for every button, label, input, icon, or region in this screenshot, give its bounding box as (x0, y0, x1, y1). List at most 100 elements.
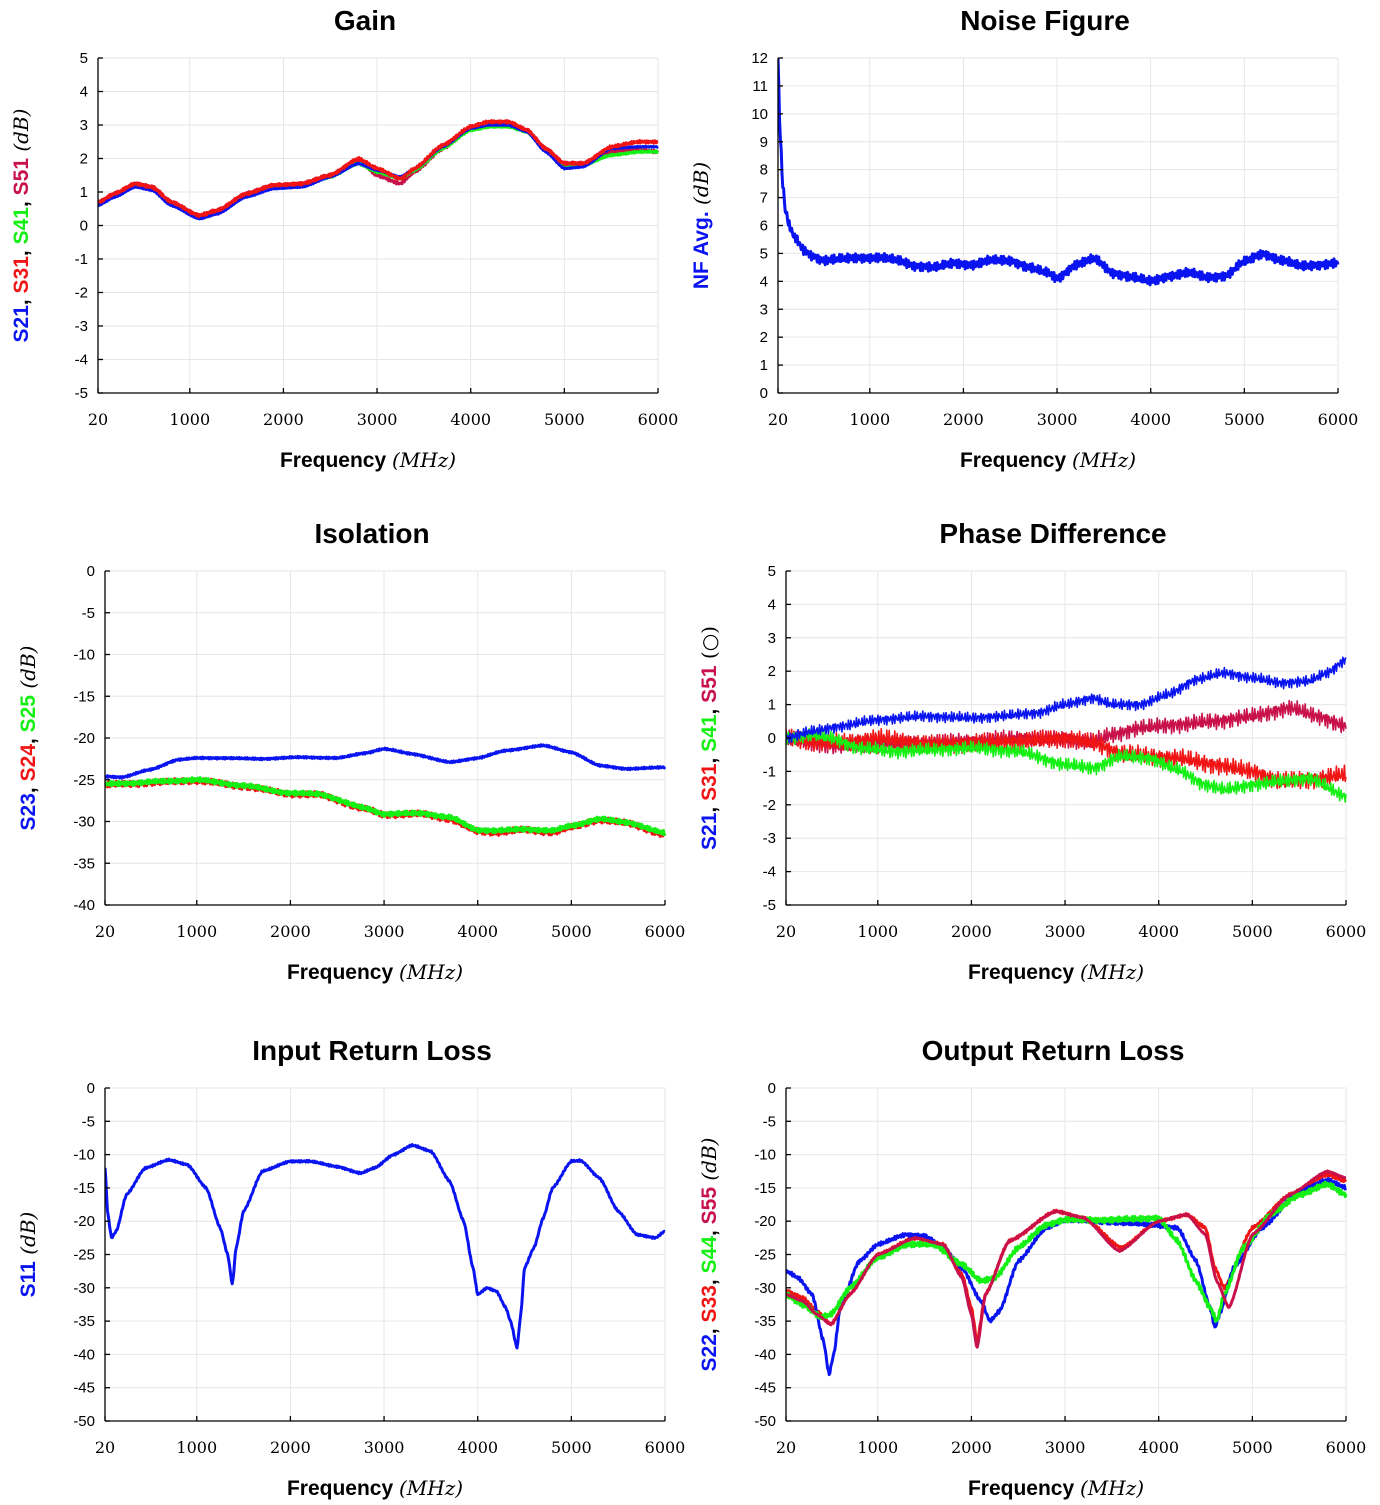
y-axis-label: S11 (dB) (16, 1212, 40, 1298)
x-axis-label: Frequency (MHz) (287, 1476, 463, 1500)
y-tick-label: 0 (760, 385, 768, 402)
y-tick-label: -25 (73, 772, 95, 789)
y-tick-label: -15 (73, 1180, 95, 1197)
y-axis-label: S23, S24, S25 (dB) (16, 646, 40, 831)
x-axis-label: Frequency (MHz) (287, 960, 463, 984)
x-tick-label: 6000 (645, 922, 686, 941)
x-tick-label: 3000 (364, 1438, 405, 1457)
x-tick-label: 6000 (1318, 410, 1359, 429)
y-tick-label: 5 (80, 50, 88, 67)
y-tick-label: 9 (760, 134, 768, 151)
series-line-blue (786, 656, 1347, 744)
chart-title: Output Return Loss (922, 1035, 1185, 1066)
x-tick-label: 20 (768, 410, 788, 429)
x-tick-label: 2000 (951, 1438, 992, 1457)
y-tick-label: -4 (75, 352, 88, 369)
x-axis-label: Frequency (MHz) (968, 960, 1144, 984)
chart-nf: 20 1000 2000 3000 4000 5000 600012111098765432… (689, 5, 1358, 472)
y-tick-label: 0 (768, 1080, 776, 1097)
y-tick-label: -5 (82, 605, 95, 622)
chart-iso: 20 1000 2000 3000 4000 5000 6000 0 -5 -10 -15 -20 -2… (16, 518, 685, 984)
series-line-red (105, 777, 667, 838)
x-tick-label: 5000 (551, 922, 592, 941)
x-tick-label: 1000 (849, 410, 890, 429)
y-tick-label: -30 (73, 814, 95, 831)
y-tick-label: -10 (73, 647, 95, 664)
y-tick-label: -25 (754, 1247, 776, 1264)
series-line-blue (786, 1177, 1347, 1377)
x-tick-label: 2000 (263, 410, 304, 429)
y-tick-label: -50 (754, 1413, 776, 1430)
y-tick-label: 4 (760, 273, 768, 290)
y-tick-label: -40 (754, 1346, 776, 1363)
x-axis-label: Frequency (MHz) (280, 448, 456, 472)
y-tick-label: -50 (73, 1413, 95, 1430)
y-tick-label: -35 (73, 855, 95, 872)
series-line-green (786, 727, 1347, 803)
y-tick-label: -30 (73, 1280, 95, 1297)
x-tick-label: 5000 (551, 1438, 592, 1457)
chart-title: Gain (334, 5, 396, 36)
y-tick-label: -2 (75, 285, 88, 302)
y-tick-label: 0 (768, 730, 776, 747)
x-tick-label: 1000 (169, 410, 210, 429)
x-tick-label: 6000 (1326, 1438, 1367, 1457)
y-tick-label: 10 (751, 106, 768, 123)
y-tick-label: 0 (80, 218, 88, 235)
x-tick-label: 3000 (1037, 410, 1078, 429)
y-tick-label: 1 (760, 357, 768, 374)
y-tick-label: -35 (754, 1313, 776, 1330)
y-tick-label: 4 (80, 84, 88, 101)
series-line-blue (105, 743, 667, 780)
series-line-red (786, 727, 1347, 790)
x-tick-label: 20 (88, 410, 108, 429)
x-tick-label: 3000 (1045, 1438, 1086, 1457)
x-tick-label: 4000 (1130, 410, 1171, 429)
y-tick-label: -25 (73, 1247, 95, 1264)
chart-gain: 20 1000 2000 3000 4000 5000 6000 5 4 3 2 1 0 -1 -2 -3 -4… (9, 5, 678, 472)
y-tick-label: 1 (768, 697, 776, 714)
y-tick-label: 4 (768, 596, 776, 613)
x-tick-label: 2000 (270, 1438, 311, 1457)
x-tick-label: 4000 (1138, 922, 1179, 941)
y-tick-label: 8 (760, 162, 768, 179)
chart-title: Input Return Loss (252, 1035, 492, 1066)
series-line-green (105, 776, 667, 837)
y-tick-label: -15 (73, 688, 95, 705)
y-tick-label: 2 (768, 663, 776, 680)
y-tick-label: 3 (760, 301, 768, 318)
chart-title: Noise Figure (960, 5, 1130, 36)
y-tick-label: -30 (754, 1280, 776, 1297)
x-axis-label: Frequency (MHz) (968, 1476, 1144, 1500)
y-tick-label: -20 (73, 730, 95, 747)
y-tick-label: 7 (760, 190, 768, 207)
y-tick-label: 5 (760, 245, 768, 262)
chart-title: Isolation (314, 518, 429, 549)
x-tick-label: 6000 (645, 1438, 686, 1457)
x-tick-label: 1000 (857, 922, 898, 941)
y-tick-label: -5 (75, 385, 88, 402)
y-tick-label: -45 (754, 1380, 776, 1397)
x-tick-label: 6000 (1326, 922, 1367, 941)
x-tick-label: 5000 (1232, 922, 1273, 941)
x-tick-label: 4000 (457, 1438, 498, 1457)
y-tick-label: -3 (763, 830, 776, 847)
y-axis-label: S21, S31, S41, S51 (dB) (9, 109, 33, 343)
y-tick-label: -35 (73, 1313, 95, 1330)
x-tick-label: 1000 (857, 1438, 898, 1457)
y-tick-label: -1 (763, 763, 776, 780)
y-tick-label: 12 (751, 50, 768, 67)
x-tick-label: 1000 (176, 922, 217, 941)
x-tick-label: 3000 (364, 922, 405, 941)
y-tick-label: -20 (754, 1213, 776, 1230)
y-tick-label: 1 (80, 184, 88, 201)
y-tick-label: 3 (768, 630, 776, 647)
x-tick-label: 5000 (1232, 1438, 1273, 1457)
x-tick-label: 3000 (1045, 922, 1086, 941)
y-tick-label: -3 (75, 318, 88, 335)
y-tick-label: -5 (763, 897, 776, 914)
y-tick-label: -4 (763, 864, 776, 881)
y-tick-label: -40 (73, 897, 95, 914)
y-tick-label: -10 (73, 1147, 95, 1164)
